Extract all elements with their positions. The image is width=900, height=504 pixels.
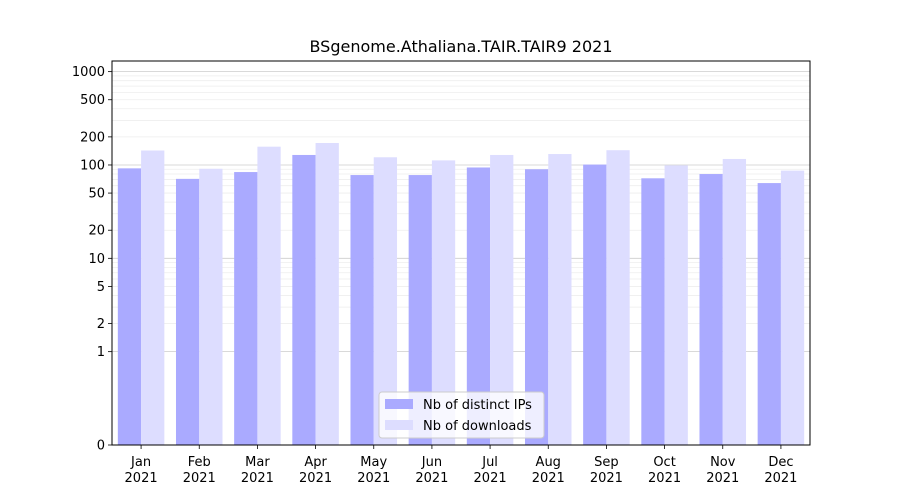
bar-oct-series-1 [641,178,665,445]
x-tick-label-year: 2021 [764,471,797,486]
y-tick-label: 200 [80,130,105,145]
plot-frame [111,60,811,446]
bar-jun-series-2 [431,160,456,445]
x-tick-label-month: Feb [188,455,211,470]
bar-jul-series-1 [466,167,491,445]
y-tick-label: 10 [88,252,105,267]
legend-label: Nb of distinct IPs [423,398,532,413]
x-tick-label-month: Nov [710,455,736,470]
y-axis: 0 1 2 5 10 20 50 100 200 500 1000 [72,65,112,454]
x-tick-label-year: 2021 [532,471,565,486]
x-axis: Jan2021Feb2021Mar2021Apr2021May2021Jun20… [125,445,797,486]
y-tick-label: 50 [88,187,105,202]
legend-swatch [385,399,413,409]
x-tick-label-year: 2021 [415,471,448,486]
y-tick-label: 1000 [72,65,105,80]
x-tick-label-month: Mar [245,455,270,470]
bar-mar-series-1 [234,172,258,445]
x-tick-label-month: Apr [304,455,327,470]
y-tick-label: 20 [88,224,105,239]
bar-may-series-2 [373,157,398,445]
bar-dec-series-1 [757,183,781,446]
bar-jul-series-2 [490,154,514,445]
bar-dec-series-2 [780,170,805,445]
bar-jan-series-1 [117,168,142,445]
bar-sep-series-2 [606,150,630,446]
x-tick-label-month: Aug [536,455,561,470]
bar-jun-series-1 [408,175,432,445]
x-tick-label-year: 2021 [590,471,623,486]
x-tick-label-year: 2021 [299,471,332,486]
bar-nov-series-2 [722,158,747,445]
bar-aug-series-2 [548,154,572,446]
y-tick-label: 500 [80,93,105,108]
legend-label: Nb of downloads [423,419,532,434]
x-tick-label-month: Dec [768,455,793,470]
bar-apr-series-2 [315,142,339,445]
x-tick-label-month: Sep [594,455,619,470]
bar-sep-series-1 [583,164,607,445]
x-tick-label-year: 2021 [125,471,158,486]
y-tick-label: 2 [97,317,105,332]
bar-nov-series-1 [699,174,723,445]
legend-swatch [385,420,413,430]
y-tick-label: 1 [97,345,105,360]
y-tick-label: 0 [97,439,105,454]
bar-oct-series-2 [664,165,688,446]
legend: Nb of distinct IPs Nb of downloads [378,391,545,439]
x-tick-label-month: Jun [421,455,442,470]
legend-box [378,391,545,439]
x-tick-label-month: Jan [130,455,151,470]
bar-feb-series-1 [175,178,200,445]
x-tick-label-month: Jul [481,455,498,470]
bar-feb-series-2 [199,168,223,446]
x-tick-label-year: 2021 [357,471,390,486]
y-tick-label: 100 [80,158,105,173]
y-tick-label: 5 [97,280,105,295]
x-tick-label-year: 2021 [474,471,507,486]
x-tick-label-month: May [360,455,387,470]
chart-title: BSgenome.Athaliana.TAIR.TAIR9 2021 [309,37,612,56]
bars [117,142,805,446]
x-tick-label-year: 2021 [706,471,739,486]
grid-lines [112,71,810,353]
x-tick-label-month: Oct [653,455,675,470]
bar-mar-series-2 [257,146,281,445]
bar-may-series-1 [350,175,374,445]
bar-jan-series-2 [141,150,165,445]
bar-apr-series-1 [292,154,316,445]
bar-aug-series-1 [524,169,549,446]
x-tick-label-year: 2021 [648,471,681,486]
x-tick-label-year: 2021 [241,471,274,486]
x-tick-label-year: 2021 [183,471,216,486]
